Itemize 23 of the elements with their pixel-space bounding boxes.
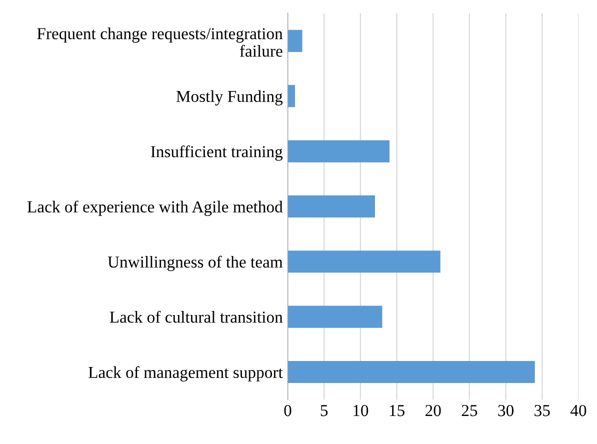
x-tick-label: 35 [534,404,550,416]
x-tick-label: 0 [284,404,292,416]
bar [288,195,375,218]
y-tick-label: Lack of cultural transition [110,310,283,323]
bar [288,85,296,108]
x-tick-label: 10 [354,404,368,416]
y-tick-label: Lack of experience with Agile method [27,200,283,216]
bar [288,306,382,328]
y-tick-label: Frequent change requests/integration failure [37,28,283,57]
bar [288,140,390,162]
bar [288,360,535,384]
bar [288,250,440,273]
y-tick-label: Insufficient training [150,145,283,161]
x-tick-label: 30 [498,404,514,416]
x-tick-label: 40 [570,404,586,416]
y-tick-label: Lack of management support [88,366,283,382]
x-tick-label: 25 [462,404,478,416]
bar [288,30,302,52]
y-tick-label: Unwillingness of the team [108,256,283,272]
x-tick-label: 20 [426,404,441,416]
x-tick-label: 15 [390,405,404,416]
x-tick-label: 5 [320,405,328,416]
y-tick-label: Mostly Funding [176,90,283,106]
